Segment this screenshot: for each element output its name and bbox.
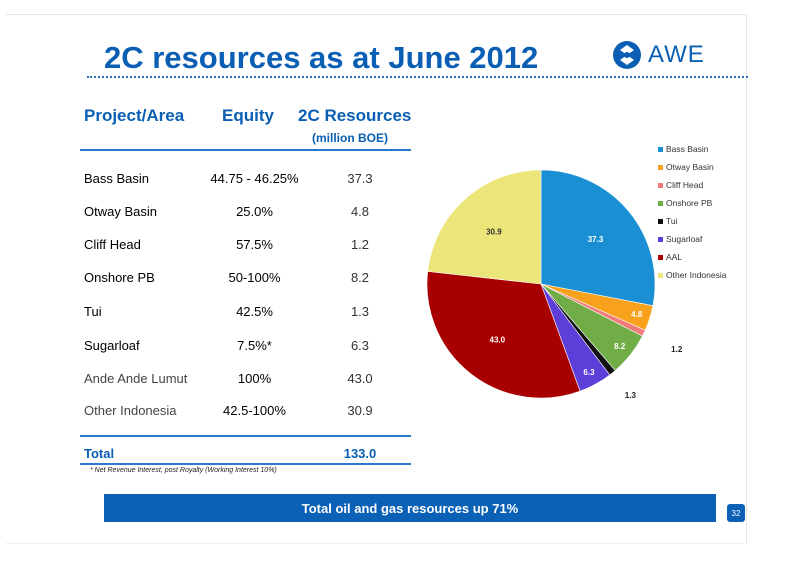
row-value: 6.3 (350, 338, 370, 353)
company-logo: AWE (612, 39, 705, 71)
row-equity: 7.5%* (237, 338, 272, 353)
row-name: Sugarloaf (84, 338, 140, 353)
row-value: 1.2 (350, 237, 370, 252)
legend-label: Tui (666, 216, 678, 226)
page-title: 2C resources as at June 2012 (104, 40, 539, 75)
legend-label: Other Indonesia (666, 270, 727, 280)
table-row: Onshore PB 50-100% 8.2 (80, 270, 411, 290)
header-divider (80, 149, 411, 151)
legend-swatch (658, 254, 663, 260)
pie-data-label-tui: 1.3 (625, 391, 637, 400)
column-header-equity: Equity (222, 106, 274, 125)
table-row: Otway Basin 25.0% 4.8 (80, 204, 411, 224)
row-name: Onshore PB (84, 270, 155, 285)
table-row: Ande Ande Lumut 100% 43.0 (80, 371, 411, 391)
row-value: 30.9 (347, 403, 373, 418)
legend-swatch (658, 182, 663, 188)
pie-data-label-bass-basin: 37.3 (588, 235, 604, 244)
logo-text: AWE (648, 41, 705, 68)
legend-swatch (658, 200, 663, 206)
row-equity: 57.5% (236, 237, 273, 252)
column-header-resources: 2C Resources (298, 106, 412, 125)
pie-data-label-otway-basin: 4.8 (631, 310, 643, 319)
pie-data-label-sugarloaf: 6.3 (583, 368, 595, 377)
row-name: Other Indonesia (84, 403, 177, 418)
pie-data-label-other-indonesia: 30.9 (486, 227, 502, 236)
pie-slice-other-indonesia (427, 169, 542, 285)
chart-legend: Bass Basin Otway Basin Cliff Head Onshore P… (658, 140, 726, 284)
legend-swatch (658, 236, 663, 242)
legend-swatch (658, 218, 663, 224)
pie-slice-bass-basin (540, 169, 656, 307)
row-name: Cliff Head (84, 237, 141, 252)
legend-swatch (658, 164, 663, 170)
legend-label: Bass Basin (666, 144, 709, 154)
legend-item-aal: AAL (658, 248, 726, 266)
footnote: * Net Revenue Interest, post Royalty (Wo… (90, 467, 277, 474)
table-row: Bass Basin 44.75 - 46.25% 37.3 (80, 171, 411, 191)
row-value: 4.8 (350, 204, 370, 219)
row-value: 8.2 (350, 270, 370, 285)
table-row: Other Indonesia 42.5-100% 30.9 (80, 403, 411, 423)
legend-label: Sugarloaf (666, 234, 703, 244)
legend-item-sugarloaf: Sugarloaf (658, 230, 726, 248)
row-equity: 44.75 - 46.25% (210, 171, 299, 186)
legend-item-cliff-head: Cliff Head (658, 176, 726, 194)
total-divider-top (80, 435, 411, 437)
legend-item-onshore-pb: Onshore PB (658, 194, 726, 212)
row-name: Ande Ande Lumut (84, 371, 188, 386)
row-equity: 42.5% (236, 304, 273, 319)
column-header-resources-unit: (million BOE) (312, 131, 388, 145)
legend-swatch (658, 272, 663, 278)
summary-banner: Total oil and gas resources up 71% (104, 494, 716, 522)
legend-label: Onshore PB (666, 198, 713, 208)
page-number: 32 (727, 504, 745, 522)
row-equity: 100% (237, 371, 272, 386)
legend-item-otway-basin: Otway Basin (658, 158, 726, 176)
pie-data-label-onshore-pb: 8.2 (614, 342, 626, 351)
table-row: Cliff Head 57.5% 1.2 (80, 237, 411, 257)
total-label: Total (84, 446, 115, 461)
legend-item-other-indonesia: Other Indonesia (658, 266, 726, 284)
legend-label: AAL (666, 252, 683, 262)
row-equity: 50-100% (228, 270, 281, 285)
pie-data-label-cliff-head: 1.2 (671, 345, 683, 354)
row-value: 37.3 (347, 171, 373, 186)
legend-item-tui: Tui (658, 212, 726, 230)
row-equity: 25.0% (236, 204, 273, 219)
table-row: Tui 42.5% 1.3 (80, 304, 411, 324)
legend-label: Cliff Head (666, 180, 704, 190)
row-equity: 42.5-100% (223, 403, 286, 418)
legend-item-bass-basin: Bass Basin (658, 140, 726, 158)
slide-border (6, 14, 747, 544)
row-value: 43.0 (347, 371, 373, 386)
row-value: 1.3 (350, 304, 370, 319)
row-name: Bass Basin (84, 171, 150, 186)
row-name: Tui (84, 304, 102, 319)
pie-slice-aal (426, 271, 581, 399)
pie-data-label-aal: 43.0 (490, 336, 506, 345)
legend-label: Otway Basin (666, 162, 714, 172)
row-name: Otway Basin (84, 204, 157, 219)
legend-swatch (658, 146, 663, 152)
total-value: 133.0 (343, 446, 377, 461)
table-row: Sugarloaf 7.5%* 6.3 (80, 338, 411, 358)
awe-logo-icon (613, 41, 641, 69)
column-header-project: Project/Area (84, 106, 185, 125)
title-divider (87, 76, 748, 78)
total-divider-bottom (80, 463, 411, 465)
